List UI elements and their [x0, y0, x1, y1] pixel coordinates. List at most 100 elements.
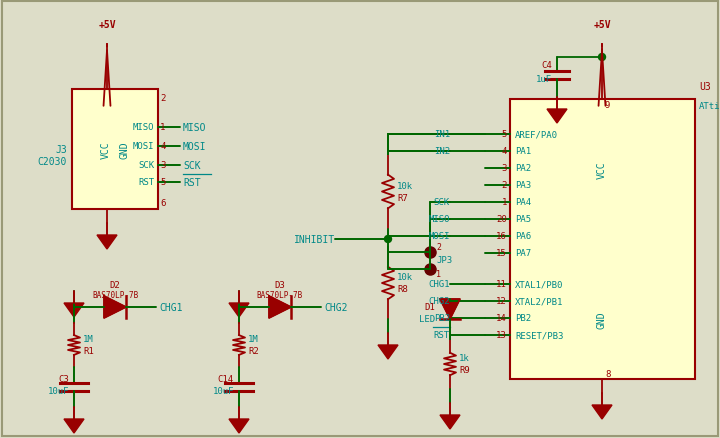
Text: SCK: SCK: [183, 161, 201, 171]
Text: CHG1: CHG1: [428, 280, 450, 289]
Text: R8: R8: [397, 285, 408, 294]
Text: ATtiny24A-MM: ATtiny24A-MM: [699, 102, 720, 111]
Text: 1M: 1M: [248, 335, 258, 344]
Text: +5V: +5V: [98, 20, 116, 30]
Text: 3: 3: [502, 164, 507, 173]
Text: INHIBIT: INHIBIT: [294, 234, 335, 244]
Circle shape: [71, 304, 78, 311]
Text: C2030: C2030: [37, 157, 67, 166]
Text: 5: 5: [160, 178, 166, 187]
Polygon shape: [440, 299, 460, 319]
Text: +5V: +5V: [593, 20, 611, 30]
Text: 15: 15: [496, 249, 507, 258]
Text: PA1: PA1: [515, 147, 531, 156]
Text: 10k: 10k: [397, 273, 413, 282]
Text: 10uF: 10uF: [212, 387, 234, 396]
Text: 5: 5: [502, 130, 507, 139]
Text: 1uF: 1uF: [536, 75, 552, 84]
Text: XTAL1/PB0: XTAL1/PB0: [515, 280, 563, 289]
Text: 2: 2: [502, 181, 507, 190]
Polygon shape: [229, 419, 249, 433]
Text: SCK: SCK: [434, 198, 450, 207]
Text: 1k: 1k: [459, 354, 469, 363]
Text: PA5: PA5: [515, 215, 531, 224]
Text: GND: GND: [119, 141, 129, 159]
Text: 11: 11: [496, 280, 507, 289]
Text: C14: C14: [218, 374, 234, 384]
Text: 16: 16: [496, 232, 507, 241]
Text: MISO: MISO: [428, 215, 450, 224]
Text: CHG2: CHG2: [324, 302, 348, 312]
Text: 10uF: 10uF: [48, 387, 69, 396]
Text: MISO: MISO: [183, 123, 207, 133]
Text: RST: RST: [434, 331, 450, 340]
Text: R2: R2: [248, 347, 258, 356]
Text: IN2: IN2: [434, 147, 450, 156]
Text: 1: 1: [436, 270, 441, 279]
Polygon shape: [64, 419, 84, 433]
Text: 20: 20: [496, 215, 507, 224]
Polygon shape: [229, 303, 249, 317]
Polygon shape: [104, 297, 126, 318]
Text: CHG1: CHG1: [159, 302, 182, 312]
Text: PA3: PA3: [515, 181, 531, 190]
Circle shape: [235, 304, 243, 311]
Text: PB2: PB2: [434, 314, 450, 323]
Text: 8: 8: [605, 369, 611, 378]
Text: 3: 3: [160, 161, 166, 170]
Polygon shape: [440, 415, 460, 429]
Text: 14: 14: [496, 314, 507, 323]
Polygon shape: [269, 297, 291, 318]
Text: PB2: PB2: [515, 314, 531, 323]
Text: LED: LED: [419, 315, 435, 324]
Text: D2: D2: [109, 281, 120, 290]
Text: 1M: 1M: [83, 335, 94, 344]
Text: BAS70LP-7B: BAS70LP-7B: [92, 291, 138, 300]
Text: 10k: 10k: [397, 182, 413, 191]
Text: 12: 12: [496, 297, 507, 306]
Text: R9: R9: [459, 366, 469, 374]
Text: AREF/PA0: AREF/PA0: [515, 130, 558, 139]
Polygon shape: [97, 236, 117, 249]
Text: R7: R7: [397, 194, 408, 202]
Text: GND: GND: [597, 311, 607, 328]
Text: U3: U3: [699, 82, 711, 92]
Text: XTAL2/PB1: XTAL2/PB1: [515, 297, 563, 306]
Text: IN1: IN1: [434, 130, 450, 139]
Polygon shape: [592, 405, 612, 419]
Text: 9: 9: [605, 101, 611, 110]
Text: RST: RST: [138, 178, 154, 187]
Text: MISO: MISO: [132, 123, 154, 132]
Polygon shape: [64, 303, 84, 317]
Circle shape: [384, 236, 392, 243]
Text: C3: C3: [58, 374, 69, 384]
Text: R1: R1: [83, 347, 94, 356]
Polygon shape: [547, 110, 567, 124]
Circle shape: [235, 304, 243, 311]
Text: 1: 1: [160, 123, 166, 132]
Text: 13: 13: [496, 331, 507, 340]
Text: MOSI: MOSI: [132, 142, 154, 151]
Text: CHG2: CHG2: [428, 297, 450, 306]
Text: 6: 6: [160, 198, 166, 208]
Bar: [510, 100, 695, 379]
Bar: [72, 90, 158, 209]
Text: VCC: VCC: [101, 141, 111, 159]
Text: MOSI: MOSI: [183, 141, 207, 152]
Text: MOSI: MOSI: [428, 232, 450, 241]
Text: 2: 2: [436, 243, 441, 252]
Text: D1: D1: [424, 303, 435, 312]
Text: PA4: PA4: [515, 198, 531, 207]
Text: BAS70LP-7B: BAS70LP-7B: [257, 291, 303, 300]
Text: JP3: JP3: [436, 256, 452, 265]
Text: PA2: PA2: [515, 164, 531, 173]
Text: VCC: VCC: [597, 161, 607, 178]
Text: 4: 4: [502, 147, 507, 156]
Text: PA7: PA7: [515, 249, 531, 258]
Text: PA6: PA6: [515, 232, 531, 241]
Text: 2: 2: [160, 94, 166, 103]
Text: 1: 1: [502, 198, 507, 207]
Text: D3: D3: [274, 281, 285, 290]
Text: 4: 4: [160, 142, 166, 151]
Text: J3: J3: [55, 145, 67, 155]
